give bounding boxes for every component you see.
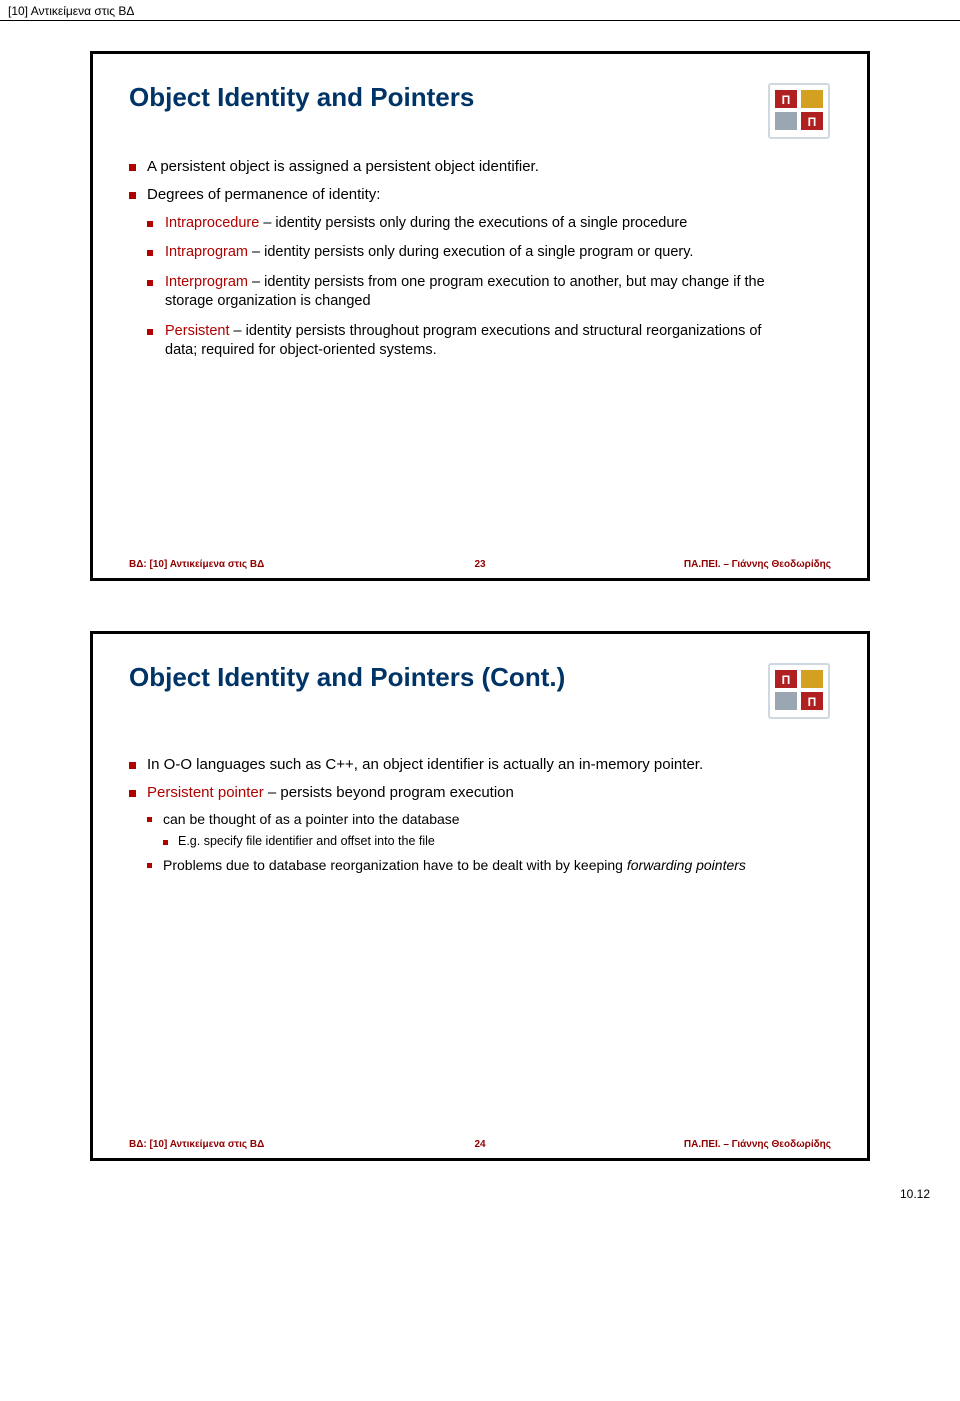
bullet-item: In O-O languages such as C++, an object …	[129, 755, 771, 775]
slide-footer-right: ΠΑ.ΠΕΙ. – Γιάννης Θεοδωρίδης	[597, 1139, 831, 1150]
bullet-text: Degrees of permanence of identity:	[147, 186, 380, 203]
slide-footer-left: ΒΔ: [10] Αντικείμενα στις ΒΔ	[129, 559, 363, 570]
sub-item: Persistent – identity persists throughou…	[147, 322, 771, 361]
bullet-text: – persists beyond program execution	[264, 784, 514, 801]
sub-text: Problems due to database reorganization …	[163, 857, 627, 873]
slide-number: 24	[363, 1139, 597, 1150]
sub-text: – identity persists only during executio…	[248, 244, 693, 260]
sub-text: can be thought of as a pointer into the …	[163, 811, 460, 827]
bullet-item: A persistent object is assigned a persis…	[129, 157, 771, 177]
page-header: [10] Αντικείμενα στις ΒΔ	[0, 0, 960, 21]
keyword-text: Persistent pointer	[147, 784, 264, 801]
university-logo-icon: Π Π	[767, 82, 831, 145]
slide-1-container: Object Identity and Pointers Π Π A persi…	[0, 21, 960, 601]
sub-item: Intraprocedure – identity persists only …	[147, 214, 771, 234]
sub-item: can be thought of as a pointer into the …	[147, 810, 771, 851]
slide-2-footer: ΒΔ: [10] Αντικείμενα στις ΒΔ 24 ΠΑ.ΠΕΙ. …	[129, 1129, 831, 1150]
keyword-text: Intraprogram	[165, 244, 248, 260]
keyword-text: Interprogram	[165, 274, 248, 290]
keyword-text: Intraprocedure	[165, 215, 259, 231]
slide-footer-right: ΠΑ.ΠΕΙ. – Γιάννης Θεοδωρίδης	[597, 559, 831, 570]
bullet-item: Persistent pointer – persists beyond pro…	[129, 783, 771, 875]
slide-2-title: Object Identity and Pointers (Cont.)	[129, 662, 565, 693]
sub-text: – identity persists from one program exe…	[165, 274, 765, 310]
slide-2-header: Object Identity and Pointers (Cont.) Π Π	[129, 662, 831, 725]
bullet-text: A persistent object is assigned a persis…	[147, 158, 539, 175]
slide-footer-left: ΒΔ: [10] Αντικείμενα στις ΒΔ	[129, 1139, 363, 1150]
slide-1-header: Object Identity and Pointers Π Π	[129, 82, 831, 145]
keyword-text: Persistent	[165, 323, 229, 339]
sub-item: Interprogram – identity persists from on…	[147, 273, 771, 312]
sub-text: – identity persists only during the exec…	[259, 215, 687, 231]
slide-2-body: In O-O languages such as C++, an object …	[129, 737, 831, 1129]
slide-1-footer: ΒΔ: [10] Αντικείμενα στις ΒΔ 23 ΠΑ.ΠΕΙ. …	[129, 549, 831, 570]
slide-2-container: Object Identity and Pointers (Cont.) Π Π…	[0, 601, 960, 1181]
slide-number: 23	[363, 559, 597, 570]
emphasized-text: forwarding pointers	[627, 857, 746, 873]
sub-item: Intraprogram – identity persists only du…	[147, 243, 771, 263]
page-number: 10.12	[900, 1187, 930, 1201]
sub-sub-item: E.g. specify file identifier and offset …	[163, 833, 771, 850]
slide-1: Object Identity and Pointers Π Π A persi…	[90, 51, 870, 581]
slide-2: Object Identity and Pointers (Cont.) Π Π…	[90, 631, 870, 1161]
svg-text:Π: Π	[782, 673, 791, 687]
svg-text:Π: Π	[808, 695, 817, 709]
sub-item: Problems due to database reorganization …	[147, 856, 771, 875]
page-footer: 10.12	[0, 1181, 960, 1211]
header-text: [10] Αντικείμενα στις ΒΔ	[8, 4, 134, 18]
bullet-text: In O-O languages such as C++, an object …	[147, 756, 703, 773]
sub-text: – identity persists throughout program e…	[165, 323, 761, 359]
slide-1-title: Object Identity and Pointers	[129, 82, 474, 113]
svg-text:Π: Π	[782, 93, 791, 107]
sub-sub-text: E.g. specify file identifier and offset …	[178, 834, 435, 848]
bullet-item: Degrees of permanence of identity: Intra…	[129, 185, 771, 361]
slide-1-body: A persistent object is assigned a persis…	[129, 157, 831, 549]
svg-text:Π: Π	[808, 115, 817, 129]
university-logo-icon: Π Π	[767, 662, 831, 725]
